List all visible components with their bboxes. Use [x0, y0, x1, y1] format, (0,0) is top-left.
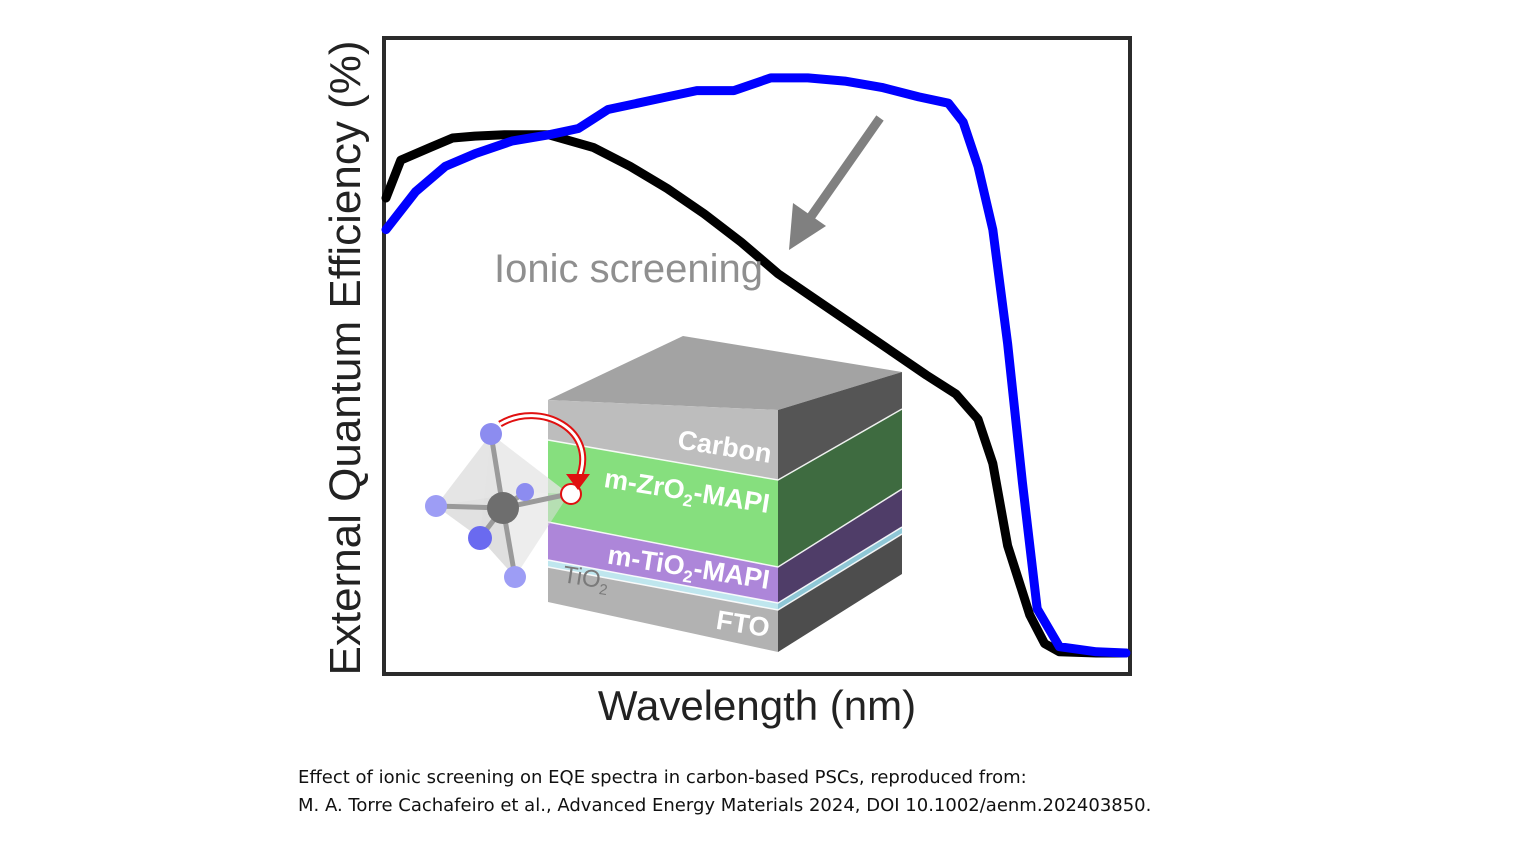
y-axis-label: External Quantum Efficiency (%) [321, 41, 370, 676]
tio2-compact-layer [548, 560, 778, 610]
device-stack-inset: Carbon m-ZrO2-MAPI m-TiO2-MAPI TiO2 FTO [547, 336, 903, 652]
caption-line-1: Effect of ionic screening on EQE spectra… [298, 767, 1027, 788]
fto-side [778, 534, 902, 652]
tio2-mapi-side [778, 489, 902, 603]
label-tio2-layer: TiO2 [560, 561, 610, 599]
figure-caption: Effect of ionic screening on EQE spectra… [298, 764, 1398, 820]
vacancy-site [560, 483, 582, 505]
annotation-ionic-screening: Ionic screening [494, 247, 763, 291]
tio2-layer-side [778, 527, 902, 610]
caption-line-2: M. A. Torre Cachafeiro et al., Advanced … [298, 795, 1152, 816]
carbon-layer [548, 400, 778, 480]
series-line-black [381, 130, 1131, 658]
zro2-mapi-layer [548, 440, 778, 567]
fto-layer [548, 567, 778, 652]
tio2-mapi-layer [548, 522, 778, 603]
annotation-arrow-icon [789, 115, 884, 250]
carbon-side [778, 372, 902, 480]
series-layer [381, 73, 1131, 658]
zro2-side [778, 409, 902, 567]
octahedron-molecule-icon [425, 412, 590, 588]
series-line-blue [381, 73, 1131, 658]
x-axis-label: Wavelength (nm) [598, 682, 916, 729]
stack-top-face [548, 336, 902, 410]
